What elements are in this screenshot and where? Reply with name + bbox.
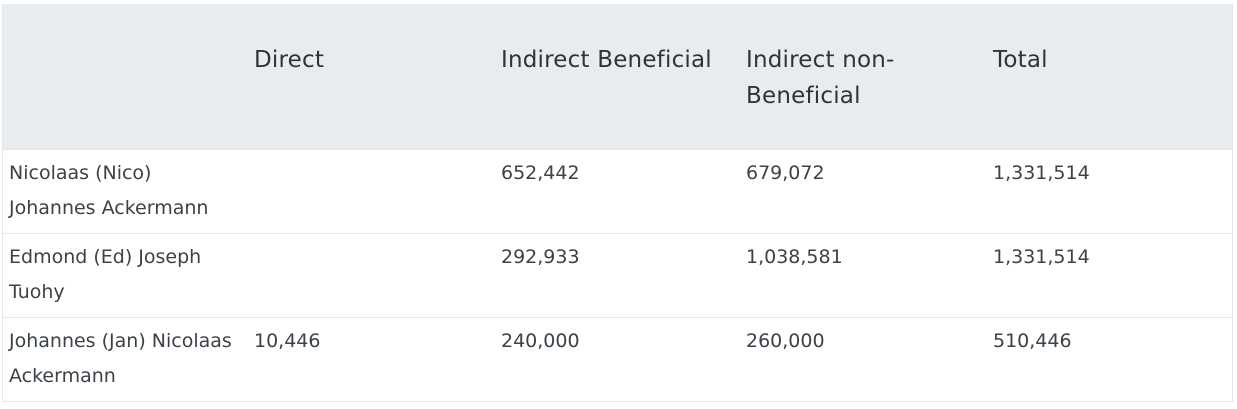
cell-direct	[248, 233, 495, 317]
cell-indirect-non-beneficial: 679,072	[746, 161, 825, 184]
cell-total: 1,331,514	[993, 161, 1090, 184]
header-total: Total	[993, 47, 1048, 73]
table-body: Nicolaas (Nico) Johannes Ackermann 652,4…	[3, 149, 1232, 401]
table-row: Johannes (Jan) Nicolaas Ackermann 10,446…	[3, 317, 1232, 401]
cell-name: Edmond (Ed) Joseph Tuohy	[9, 245, 202, 303]
header-direct: Direct	[254, 47, 325, 73]
holdings-table: Direct Indirect Beneficial Indirect non-…	[3, 4, 1232, 401]
table-row: Edmond (Ed) Joseph Tuohy 292,933 1,038,5…	[3, 233, 1232, 317]
cell-direct	[248, 149, 495, 233]
cell-indirect-non-beneficial: 1,038,581	[746, 245, 843, 268]
cell-name: Nicolaas (Nico) Johannes Ackermann	[9, 161, 209, 219]
header-name	[3, 4, 248, 149]
cell-direct: 10,446	[254, 329, 321, 352]
cell-indirect-beneficial: 240,000	[501, 329, 580, 352]
cell-total: 510,446	[993, 329, 1072, 352]
cell-name: Johannes (Jan) Nicolaas Ackermann	[9, 329, 232, 387]
cell-total: 1,331,514	[993, 245, 1090, 268]
header-indirect-non-beneficial: Indirect non-Beneficial	[746, 47, 895, 109]
holdings-table-container: Direct Indirect Beneficial Indirect non-…	[2, 4, 1233, 402]
cell-indirect-non-beneficial: 260,000	[746, 329, 825, 352]
table-header: Direct Indirect Beneficial Indirect non-…	[3, 4, 1232, 149]
header-indirect-beneficial: Indirect Beneficial	[501, 47, 712, 73]
cell-indirect-beneficial: 292,933	[501, 245, 580, 268]
table-row: Nicolaas (Nico) Johannes Ackermann 652,4…	[3, 149, 1232, 233]
cell-indirect-beneficial: 652,442	[501, 161, 580, 184]
header-row: Direct Indirect Beneficial Indirect non-…	[3, 4, 1232, 149]
